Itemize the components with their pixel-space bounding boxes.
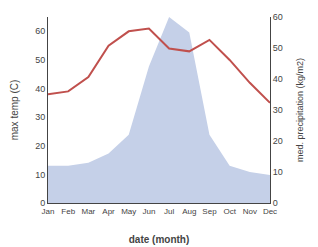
- svg-text:Mar: Mar: [81, 207, 95, 216]
- svg-text:Oct: Oct: [223, 207, 236, 216]
- svg-text:Jul: Jul: [164, 207, 174, 216]
- svg-text:10: 10: [273, 167, 283, 177]
- svg-text:Sep: Sep: [202, 207, 217, 216]
- svg-text:30: 30: [273, 105, 283, 115]
- svg-text:50: 50: [273, 43, 283, 53]
- svg-text:Feb: Feb: [61, 207, 75, 216]
- svg-text:May: May: [121, 207, 136, 216]
- svg-text:Aug: Aug: [182, 207, 196, 216]
- svg-text:med. precipitation (kg/m2): med. precipitation (kg/m2): [295, 58, 305, 162]
- svg-text:20: 20: [35, 141, 45, 151]
- svg-text:40: 40: [35, 84, 45, 94]
- svg-text:Dec: Dec: [263, 207, 277, 216]
- svg-text:Jan: Jan: [42, 207, 55, 216]
- svg-text:date (month): date (month): [129, 234, 190, 245]
- svg-text:max temp (C): max temp (C): [9, 80, 20, 141]
- svg-text:60: 60: [273, 12, 283, 22]
- svg-text:20: 20: [273, 136, 283, 146]
- svg-text:50: 50: [35, 55, 45, 65]
- svg-text:30: 30: [35, 112, 45, 122]
- svg-text:10: 10: [35, 170, 45, 180]
- svg-text:0: 0: [40, 198, 45, 208]
- svg-text:40: 40: [273, 74, 283, 84]
- svg-text:60: 60: [35, 26, 45, 36]
- svg-text:Jun: Jun: [142, 207, 155, 216]
- svg-text:0: 0: [273, 198, 278, 208]
- svg-text:Apr: Apr: [102, 207, 115, 216]
- svg-text:Nov: Nov: [243, 207, 257, 216]
